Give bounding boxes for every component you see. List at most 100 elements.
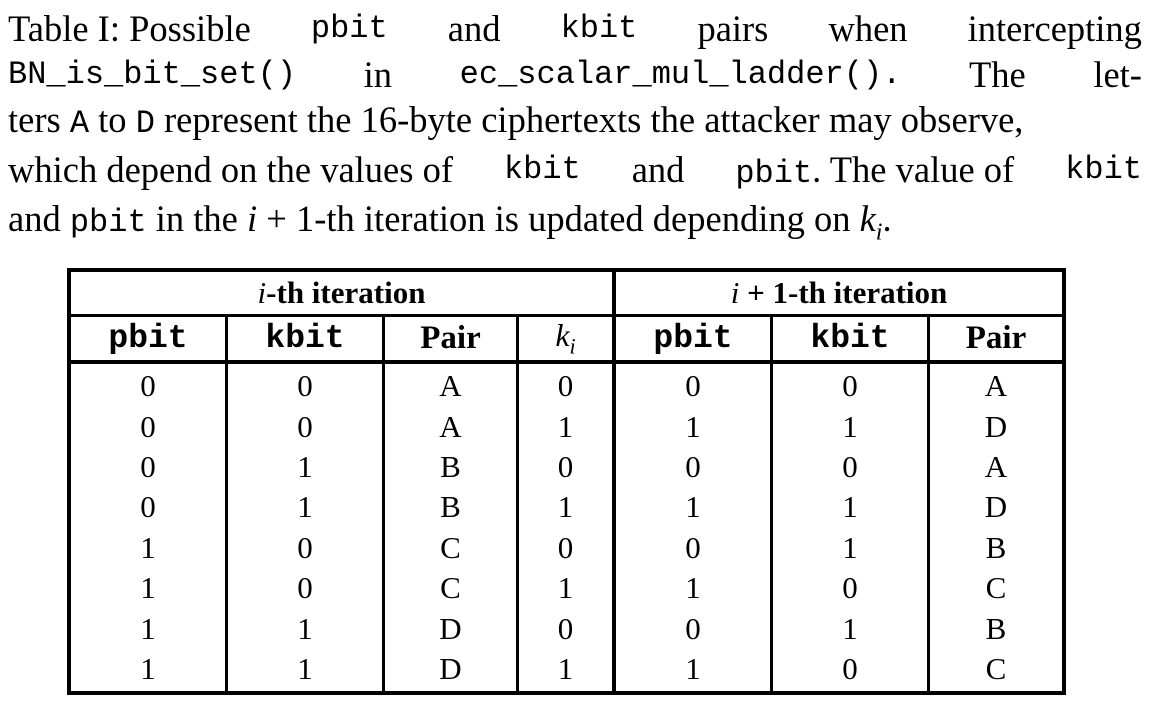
cell-next-pair: B	[985, 529, 1007, 565]
code-kbit: kbit	[1065, 150, 1142, 188]
caption-text: represent the 16-byte ciphertexts the at…	[164, 99, 1024, 140]
math-i: i	[247, 198, 258, 239]
caption-word: pairs	[697, 8, 769, 49]
caption-word: intercepting	[967, 8, 1142, 49]
cell-next-pair: B	[985, 610, 1007, 646]
cell-ki: 1	[517, 487, 616, 528]
cell-pbit: 0	[69, 362, 228, 407]
math-subscript: i	[875, 219, 883, 246]
caption-word: let-	[1093, 53, 1142, 95]
cell-pbit: 1	[69, 648, 228, 694]
cell-kbit: 1	[226, 446, 385, 488]
caption-word: and	[447, 8, 501, 49]
group-header-i-th: i-th iteration	[69, 270, 616, 317]
code-kbit: kbit	[560, 10, 638, 47]
group-header-row: i-th iteration i + 1-th iteration	[69, 270, 1064, 317]
cell-next-pbit: 1	[614, 648, 773, 694]
cell-pair: D	[383, 648, 519, 694]
caption-word: Possible	[129, 8, 251, 49]
cell-kbit: 1	[226, 608, 385, 649]
caption-line-1: Table I: Possible pbit and kbit pairs wh…	[8, 6, 1142, 52]
cell-kbit: 1	[226, 487, 385, 528]
code-ec-scalar-mul-ladder: ec_scalar_mul_ladder().	[459, 55, 902, 93]
cell-next-pbit: 1	[614, 406, 773, 447]
cell-ki: 0	[517, 446, 616, 488]
cell-next-pair: C	[985, 570, 1007, 606]
cell-pbit: 0	[69, 406, 228, 447]
code-a: A	[69, 105, 90, 142]
caption-text: .	[882, 198, 892, 239]
caption-text: ters	[8, 99, 61, 140]
group-header-text: -th iteration	[266, 275, 426, 310]
caption-text: in the	[155, 198, 238, 239]
cell-next-pbit: 1	[614, 567, 773, 609]
caption-word: in	[363, 53, 393, 95]
caption-text: to	[98, 99, 127, 140]
cell-pbit: 0	[69, 446, 228, 488]
cell-ki: 1	[517, 567, 616, 609]
cell-next-kbit: 0	[771, 648, 930, 694]
cell-ki: 0	[517, 527, 616, 568]
cell-next-pair: C	[985, 650, 1007, 686]
col-header-ki: ki	[517, 315, 616, 364]
cell-ki: 0	[517, 362, 616, 407]
cell-pbit: 0	[69, 487, 228, 528]
cell-next-pair: D	[984, 489, 1008, 525]
caption-line-4: which depend on the values of kbit and p…	[8, 147, 1142, 197]
cell-pair: B	[383, 487, 519, 528]
caption-word: The	[968, 53, 1026, 95]
column-header-row: pbit kbit Pair ki pbit kbit Pair	[69, 315, 1064, 364]
cell-next-kbit: 1	[771, 487, 930, 528]
col-header-next-pbit: pbit	[614, 315, 773, 364]
math-i: i	[730, 275, 740, 310]
cell-next-kbit: 1	[771, 608, 930, 649]
col-header-pbit: pbit	[69, 315, 228, 364]
table-caption: Table I: Possible pbit and kbit pairs wh…	[8, 6, 1142, 256]
cell-pair: B	[383, 446, 519, 488]
code-pbit: pbit	[69, 204, 147, 241]
cell-next-pbit: 1	[614, 487, 773, 528]
cell-next-kbit: 0	[771, 446, 930, 488]
cell-ki: 0	[517, 608, 616, 649]
cell-kbit: 1	[226, 648, 385, 694]
cell-pair: D	[383, 608, 519, 649]
cell-next-pair: D	[984, 408, 1008, 444]
code-pbit: pbit	[310, 10, 388, 47]
pair-table: i-th iteration i + 1-th iteration pbit k…	[67, 268, 1066, 696]
math-k-i: ki	[859, 198, 883, 245]
cell-pair: C	[383, 527, 519, 568]
caption-text: which depend on the values of	[8, 148, 453, 190]
col-header-next-pair: Pair	[928, 315, 1064, 364]
cell-kbit: 0	[226, 406, 385, 447]
math-subscript: i	[569, 333, 576, 359]
cell-pbit: 1	[69, 527, 228, 568]
cell-pair: A	[383, 362, 519, 407]
caption-text: + 1-th iteration is updated depending on	[266, 198, 851, 239]
caption-text: and	[631, 148, 685, 190]
cell-next-pbit: 0	[614, 608, 773, 649]
cell-next-pair: A	[984, 448, 1008, 484]
group-header-i-plus-1: i + 1-th iteration	[614, 270, 1064, 317]
cell-next-kbit: 1	[771, 406, 930, 447]
cell-next-pbit: 0	[614, 527, 773, 568]
cell-ki: 1	[517, 648, 616, 694]
cell-next-pair: A	[984, 368, 1008, 404]
cell-next-pbit: 0	[614, 362, 773, 407]
math-k: k	[859, 198, 876, 239]
cell-pair: C	[383, 567, 519, 609]
code-kbit: kbit	[503, 150, 581, 188]
code-d: D	[135, 105, 155, 142]
caption-word: when	[828, 8, 908, 49]
caption-text: . The value of	[812, 148, 1015, 190]
col-header-kbit: kbit	[226, 315, 385, 364]
cell-kbit: 0	[226, 362, 385, 407]
cell-next-kbit: 1	[771, 527, 930, 568]
